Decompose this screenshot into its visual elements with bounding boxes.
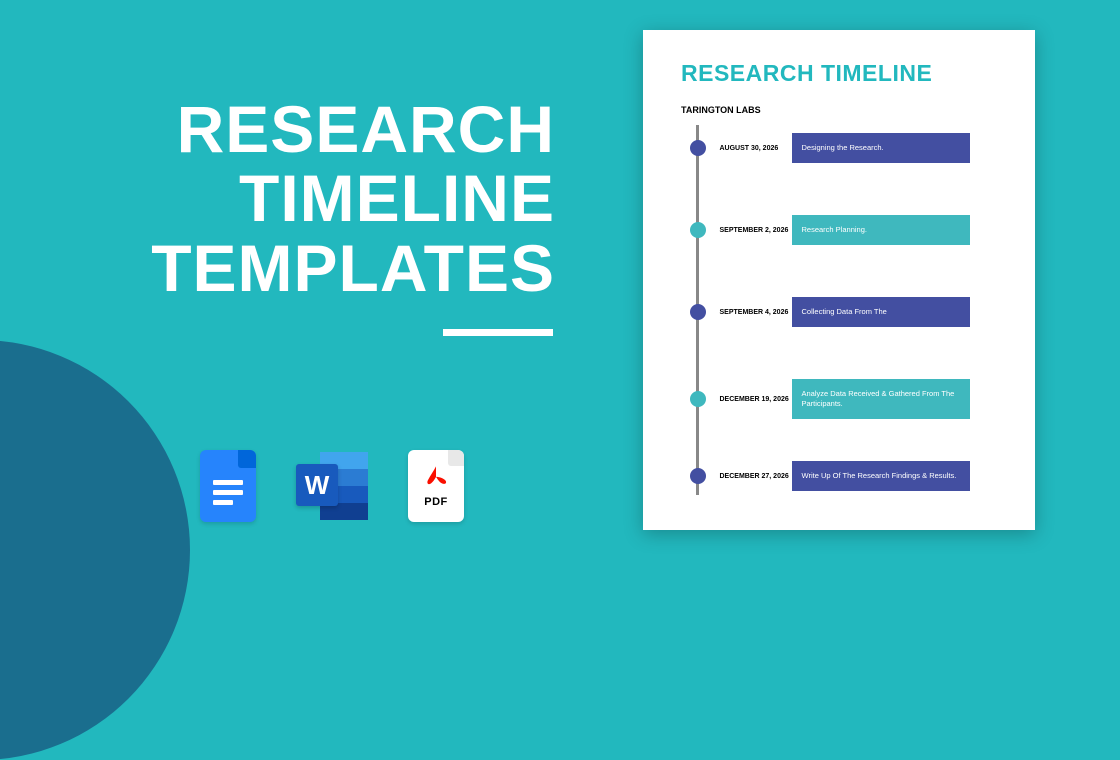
document-preview[interactable]: RESEARCH TIMELINE TARINGTON LABS AUGUST … [643, 30, 1035, 530]
timeline-item: DECEMBER 27, 2026Write Up Of The Researc… [687, 461, 970, 491]
title-line-2: TIMELINE [75, 164, 555, 233]
pdf-label: PDF [424, 496, 448, 508]
timeline-date: SEPTEMBER 2, 2026 [720, 227, 792, 234]
timeline-date: DECEMBER 27, 2026 [720, 473, 792, 480]
timeline-date: DECEMBER 19, 2026 [720, 396, 792, 403]
timeline-dot [690, 391, 706, 407]
timeline-description: Analyze Data Received & Gathered From Th… [792, 379, 970, 419]
timeline-item: SEPTEMBER 4, 2026Collecting Data From Th… [687, 297, 970, 327]
preview-subtitle: TARINGTON LABS [681, 105, 1005, 115]
timeline-date: AUGUST 30, 2026 [720, 145, 792, 152]
timeline-description: Write Up Of The Research Findings & Resu… [792, 461, 970, 491]
word-letter: W [296, 464, 338, 506]
timeline-item: SEPTEMBER 2, 2026Research Planning. [687, 215, 970, 245]
title-panel: RESEARCH TIMELINE TEMPLATES [75, 95, 555, 336]
timeline-date: SEPTEMBER 4, 2026 [720, 309, 792, 316]
preview-title: RESEARCH TIMELINE [681, 60, 1005, 87]
timeline-item: AUGUST 30, 2026Designing the Research. [687, 133, 970, 163]
google-docs-icon[interactable] [200, 450, 256, 522]
ms-word-icon[interactable]: W [296, 452, 368, 520]
timeline-description: Research Planning. [792, 215, 970, 245]
title-underline [443, 329, 553, 336]
pdf-icon[interactable]: PDF [408, 450, 464, 522]
timeline-description: Designing the Research. [792, 133, 970, 163]
docs-lines [213, 480, 243, 510]
adobe-symbol [422, 464, 450, 492]
timeline-dot [690, 468, 706, 484]
main-title: RESEARCH TIMELINE TEMPLATES [75, 95, 555, 303]
timeline-dot [690, 222, 706, 238]
timeline-item: DECEMBER 19, 2026Analyze Data Received &… [687, 379, 970, 419]
timeline: AUGUST 30, 2026Designing the Research. SE… [687, 119, 1005, 499]
format-icons-row: W PDF [200, 450, 464, 522]
corner-accent [0, 340, 190, 760]
title-line-1: RESEARCH [75, 95, 555, 164]
timeline-description: Collecting Data From The [792, 297, 970, 327]
title-line-3: TEMPLATES [75, 234, 555, 303]
timeline-dot [690, 304, 706, 320]
timeline-dot [690, 140, 706, 156]
